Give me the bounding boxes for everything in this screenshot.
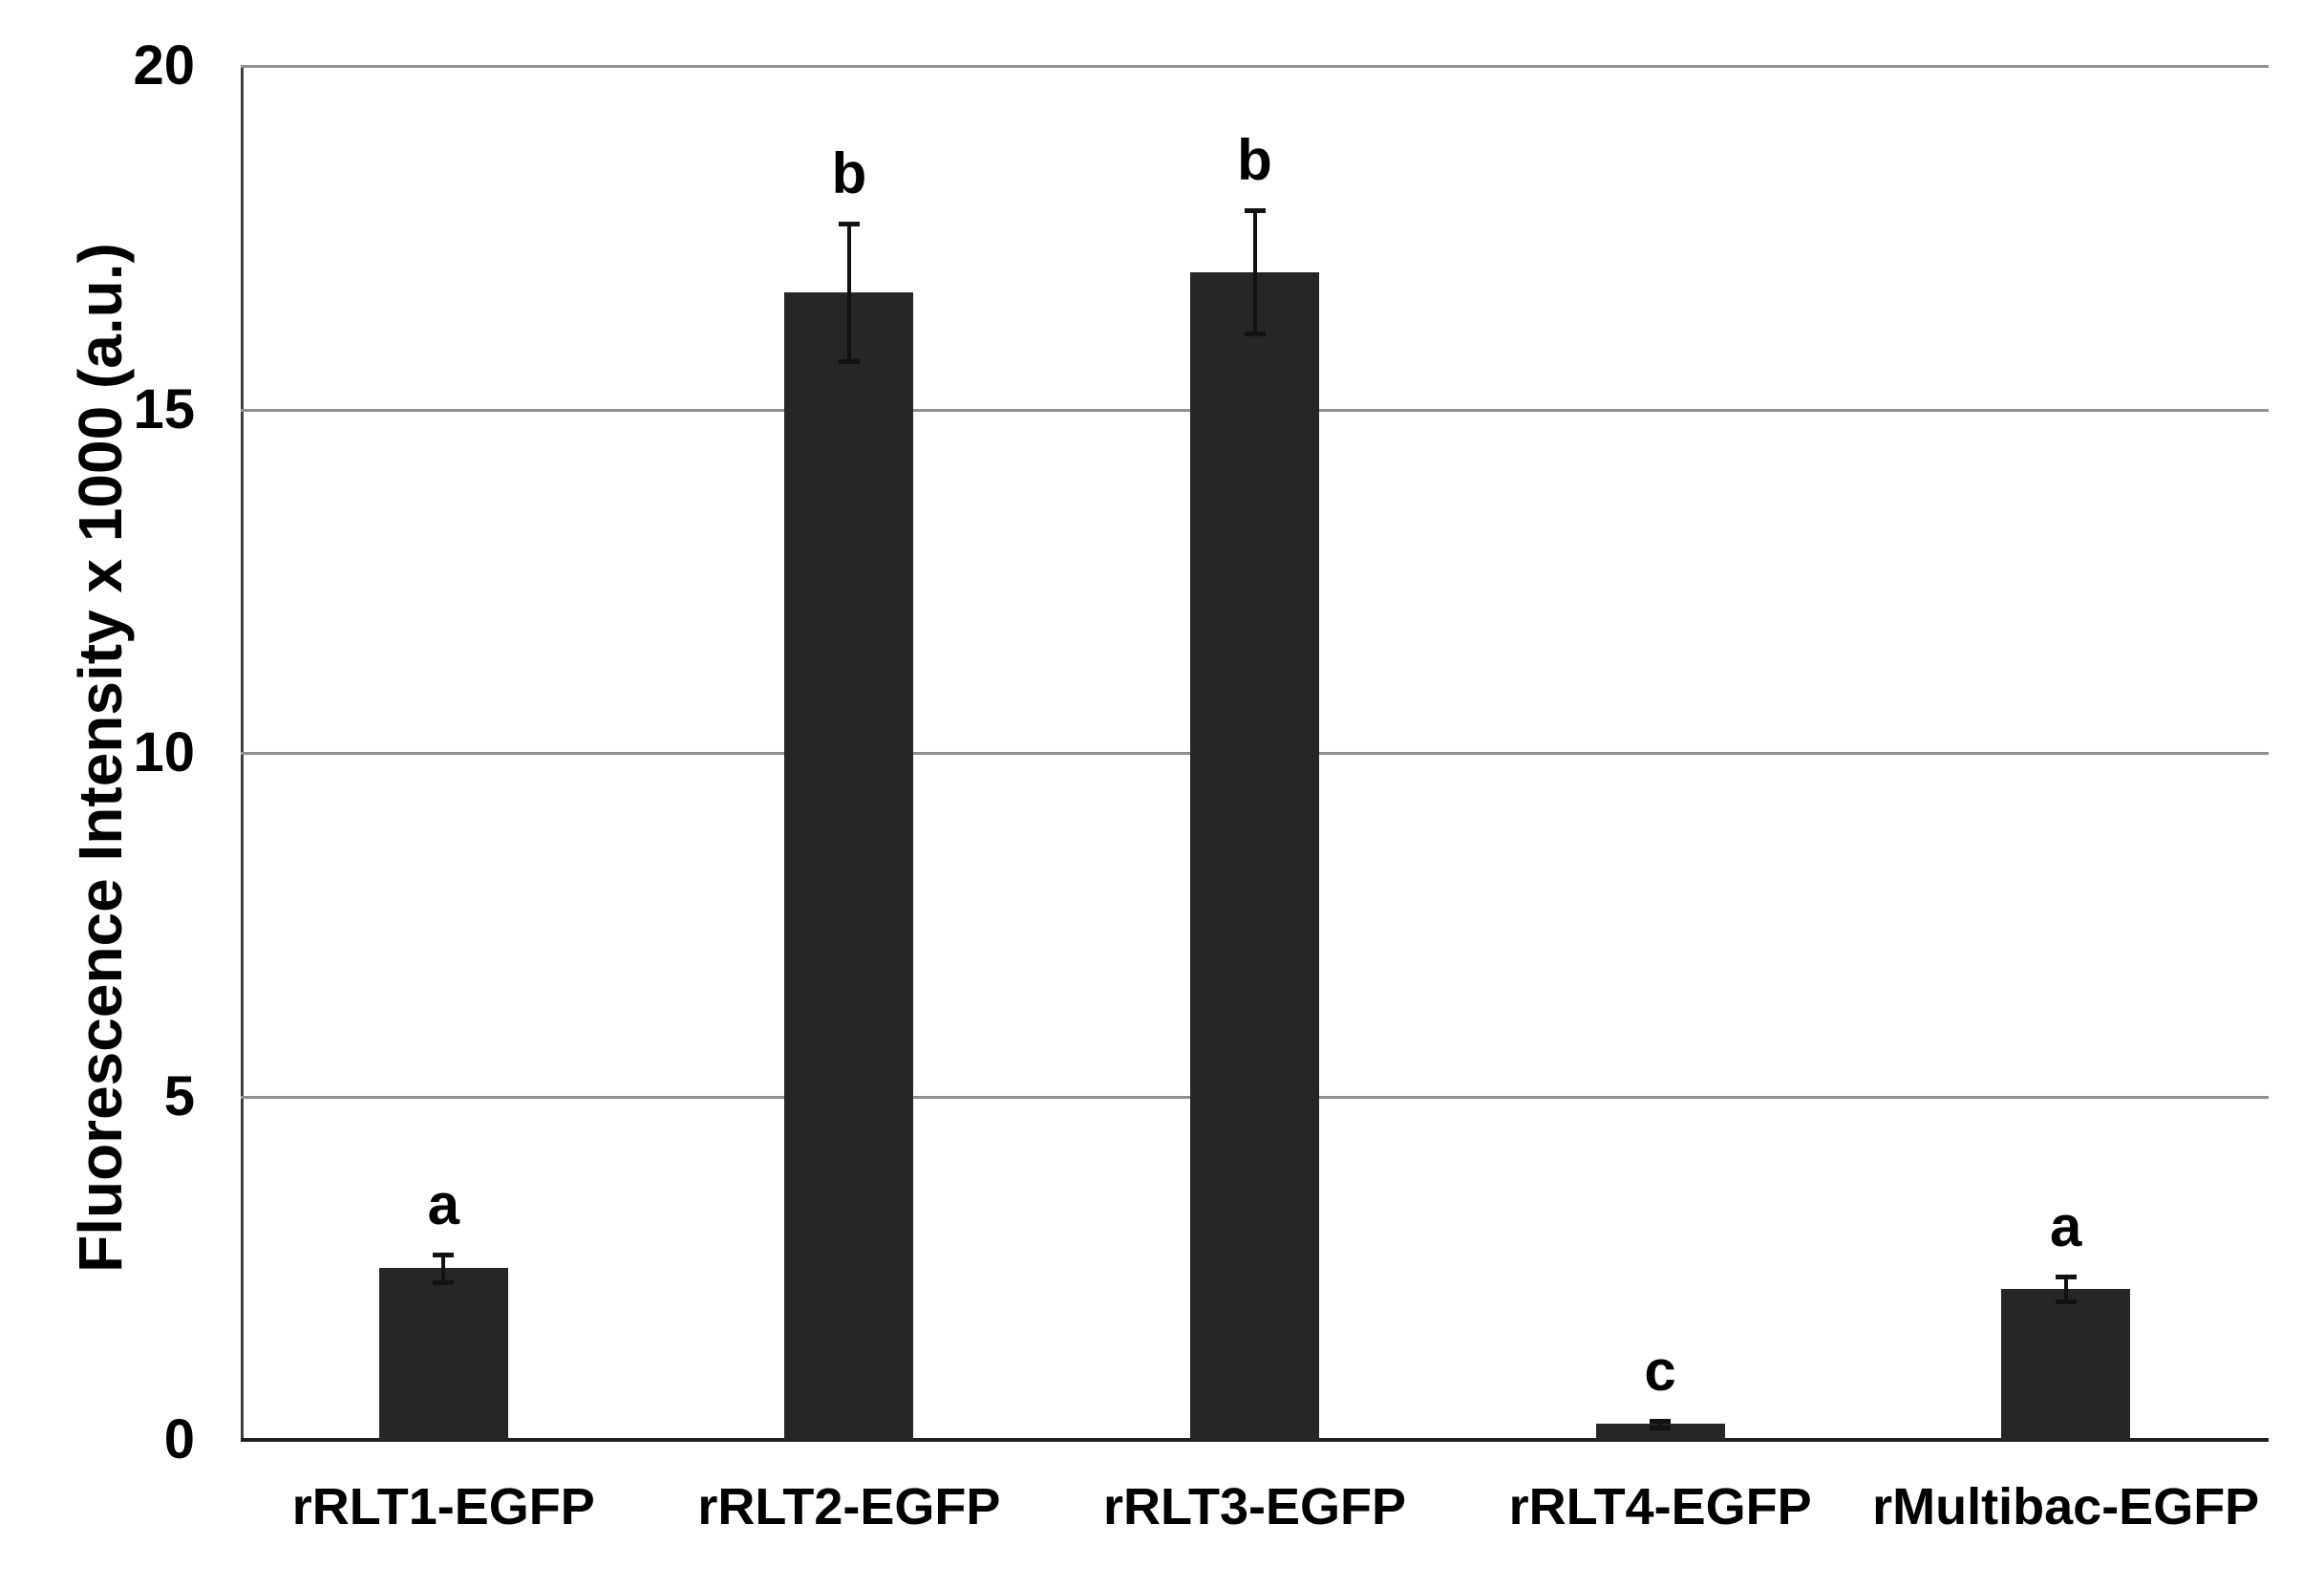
error-bar-cap-top-rRLT4-EGFP [1650, 1418, 1672, 1424]
sig-letter-rRLT2-EGFP: b [831, 141, 867, 206]
error-bar-cap-top-rRLT2-EGFP [838, 222, 860, 227]
error-bar-line-rRLT1-EGFP [441, 1254, 446, 1282]
error-bar-cap-bottom-rMultibac-EGFP [2055, 1298, 2077, 1304]
error-bar-cap-bottom-rRLT3-EGFP [1244, 332, 1266, 337]
error-bar-cap-bottom-rRLT1-EGFP [433, 1279, 455, 1285]
sig-letter-rRLT3-EGFP: b [1237, 127, 1272, 192]
error-bar-line-rRLT2-EGFP [846, 224, 851, 362]
y-tick-label-20: 20 [133, 34, 195, 97]
y-tick-label-10: 10 [133, 721, 195, 783]
error-bar-cap-top-rMultibac-EGFP [2055, 1274, 2077, 1279]
x-tick-label-rRLT3-EGFP: rRLT3-EGFP [1102, 1478, 1406, 1535]
error-bar-line-rRLT3-EGFP [1252, 209, 1257, 334]
x-tick-label-rRLT2-EGFP: rRLT2-EGFP [697, 1478, 1001, 1535]
bar-rRLT3-EGFP [1190, 271, 1319, 1440]
error-bar-line-rRLT4-EGFP [1658, 1420, 1663, 1428]
error-bar-line-rMultibac-EGFP [2063, 1276, 2068, 1301]
error-bar-cap-top-rRLT3-EGFP [1244, 207, 1266, 213]
sig-letter-rRLT4-EGFP: c [1644, 1338, 1676, 1403]
x-axis-line [241, 1438, 2269, 1442]
bar-rRLT2-EGFP [784, 292, 914, 1440]
error-bar-cap-bottom-rRLT2-EGFP [838, 359, 860, 365]
y-tick-label-5: 5 [163, 1064, 195, 1127]
error-bar-cap-top-rRLT1-EGFP [433, 1252, 455, 1257]
y-tick-label-15: 15 [133, 377, 195, 440]
sig-letter-rRLT1-EGFP: a [427, 1171, 459, 1236]
bar-rRLT1-EGFP [378, 1268, 508, 1440]
bar-rRLT4-EGFP [1595, 1424, 1725, 1440]
y-tick-label-0: 0 [163, 1408, 195, 1470]
error-bar-cap-bottom-rRLT4-EGFP [1650, 1426, 1672, 1431]
gridline-y-20 [241, 65, 2269, 68]
x-tick-label-rRLT1-EGFP: rRLT1-EGFP [291, 1478, 595, 1535]
sig-letter-rMultibac-EGFP: a [2050, 1193, 2082, 1258]
x-tick-label-rMultibac-EGFP: rMultibac-EGFP [1872, 1478, 2260, 1535]
x-tick-label-rRLT4-EGFP: rRLT4-EGFP [1508, 1478, 1812, 1535]
bar-rMultibac-EGFP [2001, 1288, 2131, 1440]
